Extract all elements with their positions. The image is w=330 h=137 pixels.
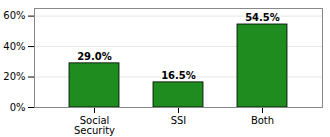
svg-text:54.5%: 54.5% [245, 12, 280, 23]
svg-text:Both: Both [251, 115, 274, 126]
svg-text:60%: 60% [3, 10, 25, 21]
svg-text:SSI: SSI [171, 115, 187, 126]
svg-text:0%: 0% [10, 102, 26, 113]
svg-text:29.0%: 29.0% [77, 51, 112, 62]
svg-text:SocialSecurity: SocialSecurity [74, 115, 115, 136]
svg-text:20%: 20% [3, 71, 25, 82]
svg-text:16.5%: 16.5% [161, 70, 196, 81]
svg-text:40%: 40% [3, 41, 25, 52]
